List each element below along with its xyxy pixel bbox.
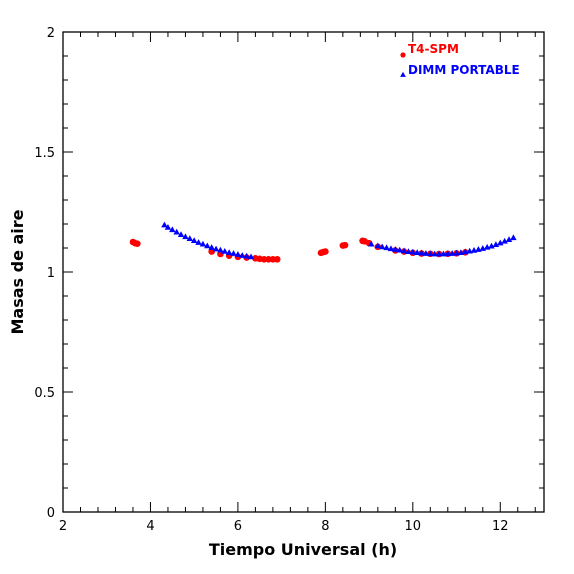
data-point xyxy=(368,240,375,247)
x-tick-label: 8 xyxy=(321,519,329,534)
x-tick-label: 2 xyxy=(59,519,67,534)
data-point xyxy=(190,237,198,243)
y-tick-label: 0 xyxy=(47,506,55,521)
data-point xyxy=(413,249,421,255)
y-tick-label: 0.5 xyxy=(34,386,55,401)
data-point xyxy=(204,242,211,249)
data-point xyxy=(435,250,443,257)
data-point xyxy=(164,224,172,230)
legend-label: T4-SPM xyxy=(408,42,459,56)
data-point xyxy=(221,248,229,254)
data-point xyxy=(341,241,349,249)
data-point xyxy=(405,248,412,254)
data-point xyxy=(322,248,329,255)
legend-marker xyxy=(400,52,406,58)
data-point xyxy=(453,249,460,256)
axis-ticks xyxy=(62,31,544,513)
plot-frame xyxy=(62,31,545,513)
data-point xyxy=(392,246,399,252)
data-point xyxy=(431,250,438,257)
x-axis-label: Tiempo Universal (h) xyxy=(209,540,397,559)
legend-label: DIMM PORTABLE xyxy=(408,63,520,77)
data-point xyxy=(400,247,408,254)
data-point xyxy=(234,251,242,257)
data-point xyxy=(199,240,207,247)
data-point xyxy=(217,246,224,253)
y-tick-label: 2 xyxy=(47,26,55,41)
data-point xyxy=(243,252,250,259)
data-point xyxy=(374,242,382,249)
data-point xyxy=(444,250,452,257)
data-point xyxy=(387,245,395,252)
data-point xyxy=(383,244,390,251)
legend: T4-SPM DIMM PORTABLE xyxy=(400,42,520,77)
data-point xyxy=(409,248,417,255)
data-point xyxy=(195,239,202,245)
data-point xyxy=(501,237,508,244)
x-tick-label: 10 xyxy=(405,519,422,534)
data-point xyxy=(239,252,246,258)
plot-border xyxy=(62,31,545,513)
data-point xyxy=(186,235,194,242)
x-tick-label: 12 xyxy=(492,519,509,534)
data-point xyxy=(212,245,220,252)
data-point xyxy=(208,244,215,250)
tick-labels: 2 4 6 8 10 12 0 0.5 1 1.5 2 xyxy=(34,26,508,534)
y-tick-label: 1 xyxy=(47,266,55,281)
data-point xyxy=(378,243,386,250)
data-point xyxy=(177,231,185,237)
x-tick-label: 6 xyxy=(234,519,242,534)
data-point xyxy=(492,241,500,248)
data-point xyxy=(208,248,215,255)
data-point xyxy=(427,250,434,257)
data-point xyxy=(497,239,504,246)
data-point xyxy=(448,250,456,256)
y-tick-label: 1.5 xyxy=(34,146,55,161)
series-t4-spm xyxy=(129,237,469,263)
data-point xyxy=(225,249,233,255)
series-dimm-portable xyxy=(161,221,517,260)
data-point xyxy=(396,246,403,253)
legend-marker xyxy=(400,71,406,77)
data-point xyxy=(134,240,141,247)
data-point xyxy=(422,250,430,256)
data-point xyxy=(230,250,237,256)
data-point xyxy=(440,250,447,257)
data-point xyxy=(247,253,255,260)
data-point xyxy=(182,233,189,240)
data-point xyxy=(161,221,168,228)
data-point xyxy=(510,234,517,241)
x-tick-label: 4 xyxy=(146,519,154,534)
data-point xyxy=(173,228,180,235)
y-axis-label: Masas de aire xyxy=(8,209,27,334)
data-point xyxy=(505,236,513,242)
data-point xyxy=(169,226,176,233)
data-point xyxy=(418,249,425,256)
series-layer xyxy=(129,221,517,263)
data-point xyxy=(273,255,281,263)
